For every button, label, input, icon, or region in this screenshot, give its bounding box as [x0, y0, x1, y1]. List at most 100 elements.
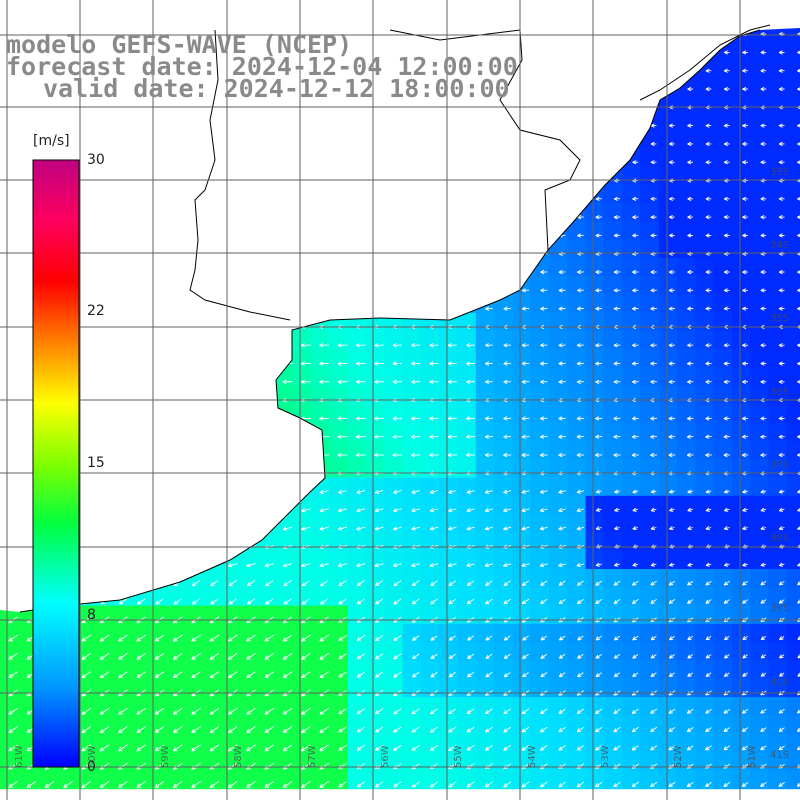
wind-arrow: [263, 416, 275, 421]
wind-arrow: [356, 635, 365, 642]
wind-speed-cell: [640, 349, 660, 369]
wind-arrow: [282, 343, 293, 348]
wind-arrow: [81, 726, 92, 734]
wind-speed-cell: [219, 294, 239, 314]
wind-speed-cell: [530, 642, 550, 662]
wind-speed-cell: [695, 715, 715, 735]
wind-arrow: [760, 50, 767, 55]
wind-speed-cell: [439, 221, 459, 241]
wind-arrow: [631, 361, 639, 366]
wind-speed-cell: [164, 294, 184, 314]
wind-arrow: [8, 580, 18, 587]
wind-arrow: [264, 288, 274, 293]
wind-arrow: [650, 580, 657, 586]
wind-arrow: [282, 452, 293, 458]
wind-arrow: [760, 416, 767, 421]
wind-speed-cell: [457, 697, 477, 716]
wind-arrow: [760, 160, 767, 165]
wind-speed-cell: [713, 386, 733, 405]
wind-arrow: [338, 580, 347, 587]
wind-arrow: [81, 123, 92, 128]
wind-speed-cell: [384, 477, 404, 497]
wind-speed-cell: [530, 404, 550, 424]
wind-arrow: [264, 707, 275, 715]
wind-speed-cell: [329, 386, 349, 405]
wind-speed-cell: [622, 367, 642, 387]
wind-speed-cell: [402, 697, 422, 716]
wind-speed-cell: [457, 129, 477, 149]
wind-arrow: [227, 744, 238, 752]
wind-arrow: [246, 489, 256, 495]
wind-arrow: [172, 379, 184, 385]
wind-arrow: [540, 269, 548, 275]
wind-arrow: [136, 671, 146, 679]
wind-arrow: [742, 68, 748, 73]
wind-speed-cell: [347, 221, 367, 241]
wind-speed-cell: [512, 203, 532, 222]
wind-speed-cell: [366, 514, 385, 533]
wind-speed-cell: [475, 642, 495, 662]
wind-speed-cell: [219, 623, 239, 643]
wind-speed-cell: [640, 623, 660, 643]
wind-speed-cell: [256, 715, 276, 735]
wind-speed-cell: [640, 386, 660, 405]
wind-arrow: [264, 306, 274, 311]
wind-arrow: [632, 654, 639, 659]
wind-speed-cell: [713, 404, 733, 424]
wind-arrow: [742, 86, 748, 92]
wind-arrow: [338, 653, 347, 660]
wind-speed-cell: [384, 111, 404, 131]
wind-speed-cell: [549, 56, 568, 76]
wind-arrow: [430, 233, 438, 238]
wind-arrow: [264, 233, 274, 238]
wind-arrow: [245, 343, 257, 348]
wind-arrow: [81, 652, 92, 660]
wind-speed-cell: [384, 642, 404, 662]
wind-speed-cell: [201, 331, 221, 350]
wind-speed-cell: [585, 550, 605, 570]
wind-speed-cell: [585, 623, 605, 643]
wind-speed-cell: [695, 623, 715, 643]
wind-arrow: [44, 123, 55, 128]
wind-arrow: [393, 508, 402, 513]
wind-arrow: [650, 526, 657, 531]
wind-arrow: [742, 214, 748, 220]
wind-speed-cell: [494, 587, 513, 607]
wind-arrow: [337, 563, 348, 568]
wind-speed-cell: [585, 660, 605, 680]
wind-arrow: [375, 141, 383, 147]
wind-speed-cell: [219, 349, 239, 369]
wind-speed-cell: [366, 715, 385, 735]
wind-arrow: [631, 598, 639, 605]
wind-speed-cell: [109, 660, 129, 680]
wind-arrow: [393, 580, 402, 587]
wind-speed-cell: [201, 532, 221, 552]
wind-speed-cell: [347, 532, 367, 552]
wind-arrow: [613, 452, 621, 458]
wind-speed-cell: [732, 715, 751, 735]
wind-arrow: [8, 781, 18, 788]
wind-speed-cell: [732, 532, 751, 552]
wind-speed-cell: [366, 257, 385, 277]
wind-speed-cell: [457, 203, 477, 222]
wind-speed-cell: [457, 367, 477, 387]
wind-arrow: [778, 599, 785, 604]
wind-arrow: [8, 526, 18, 531]
wind-speed-cell: [164, 440, 184, 460]
wind-arrow: [558, 526, 566, 531]
wind-arrow: [154, 489, 165, 495]
wind-speed-cell: [622, 111, 642, 131]
wind-arrow: [137, 598, 146, 605]
wind-arrow: [173, 634, 183, 642]
wind-arrow: [136, 288, 146, 293]
wind-speed-cell: [512, 623, 532, 643]
wind-arrow: [209, 634, 220, 642]
wind-arrow: [319, 744, 329, 752]
wind-arrow: [227, 434, 239, 439]
wind-arrow: [154, 123, 165, 128]
wind-arrow: [209, 343, 220, 348]
wind-arrow: [246, 196, 256, 202]
wind-arrow: [687, 599, 694, 604]
wind-arrow: [669, 526, 675, 531]
wind-arrow: [595, 580, 603, 586]
